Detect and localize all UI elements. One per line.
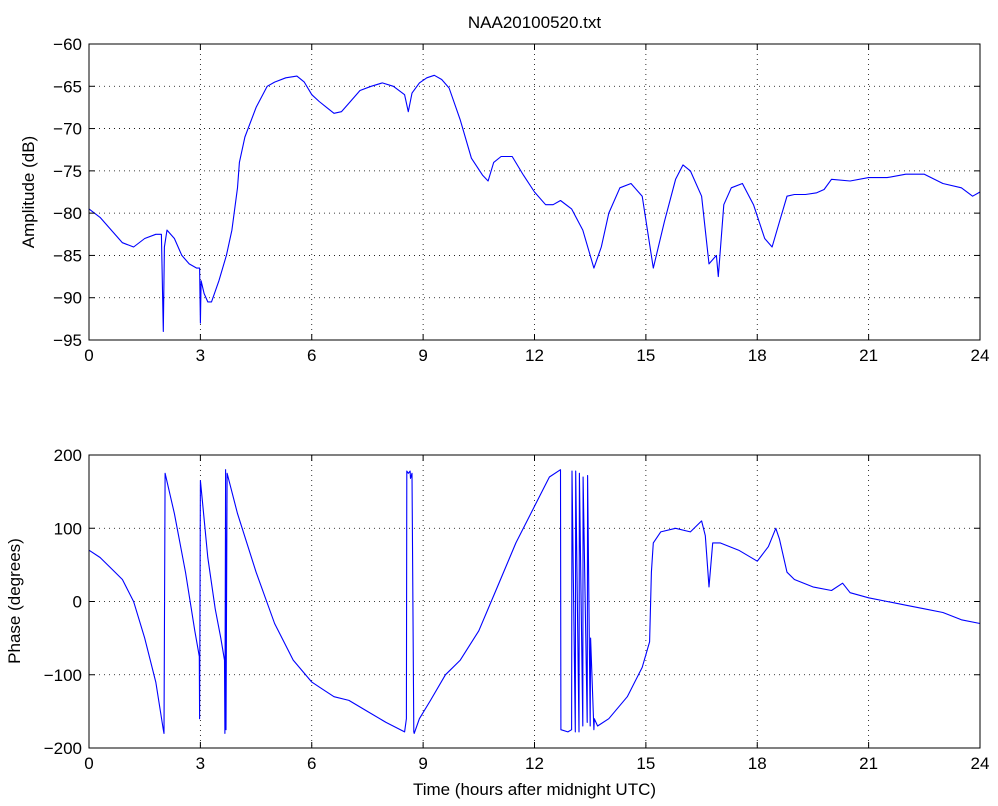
- amplitude-x-tick-label: 0: [84, 346, 93, 365]
- amplitude-x-tick-label: 6: [307, 346, 316, 365]
- phase-x-tick-label: 18: [748, 754, 767, 773]
- phase-panel: 0 3 6 9 12 15 18 21 24 −200 −100 0 100 200 Time (hour…: [5, 446, 989, 799]
- amplitude-x-tick-label: 21: [859, 346, 878, 365]
- phase-x-tick-label: 6: [307, 754, 316, 773]
- phase-x-axis-label: Time (hours after midnight UTC): [413, 780, 656, 799]
- amplitude-y-tick-label: −60: [53, 35, 82, 54]
- amplitude-y-tick-label: −65: [53, 77, 82, 96]
- phase-x-tick-label: 15: [636, 754, 655, 773]
- phase-y-tick-label: −100: [44, 666, 82, 685]
- phase-x-tick-label: 12: [525, 754, 544, 773]
- chart-title: NAA20100520.txt: [468, 13, 602, 32]
- amplitude-y-axis-label: Amplitude (dB): [19, 136, 38, 248]
- phase-grid: [89, 455, 980, 748]
- phase-y-tick-label: 200: [54, 446, 82, 465]
- amplitude-x-tick-label: 24: [971, 346, 990, 365]
- phase-x-tick-label: 0: [84, 754, 93, 773]
- amplitude-y-tick-label: −80: [53, 204, 82, 223]
- amplitude-series-line: [88, 74, 981, 333]
- phase-x-tick-label: 21: [859, 754, 878, 773]
- phase-y-tick-label: 0: [73, 593, 82, 612]
- amplitude-grid: [89, 44, 980, 340]
- amplitude-x-tick-label: 12: [525, 346, 544, 365]
- amplitude-y-tick-label: −75: [53, 162, 82, 181]
- phase-x-tick-label: 3: [196, 754, 205, 773]
- phase-x-tick-label: 9: [418, 754, 427, 773]
- amplitude-trace-layer: [88, 74, 981, 333]
- amplitude-y-tick-label: −90: [53, 289, 82, 308]
- amplitude-x-tick-label: 3: [196, 346, 205, 365]
- phase-y-axis-label: Phase (degrees): [5, 538, 24, 664]
- amplitude-x-tick-label: 18: [748, 346, 767, 365]
- phase-trace-layer: [88, 469, 981, 734]
- phase-y-tick-label: 100: [54, 519, 82, 538]
- amplitude-y-tick-label: −70: [53, 120, 82, 139]
- amplitude-ticks: 0 3 6 9 12 15 18 21 24 −95 −90 −85 −80 −75 −70 −65 −60: [53, 35, 989, 365]
- phase-x-tick-label: 24: [971, 754, 990, 773]
- phase-y-tick-label: −200: [44, 739, 82, 758]
- amplitude-x-tick-label: 15: [636, 346, 655, 365]
- amplitude-x-tick-label: 9: [418, 346, 427, 365]
- amplitude-y-tick-label: −95: [53, 331, 82, 350]
- phase-series-line: [88, 469, 981, 734]
- amplitude-y-tick-label: −85: [53, 246, 82, 265]
- amplitude-panel: 0 3 6 9 12 15 18 21 24 −95 −90 −85 −80 −75 −70 −65 −60 N…: [19, 13, 989, 365]
- phase-ticks: 0 3 6 9 12 15 18 21 24 −200 −100 0 100 200: [44, 446, 990, 773]
